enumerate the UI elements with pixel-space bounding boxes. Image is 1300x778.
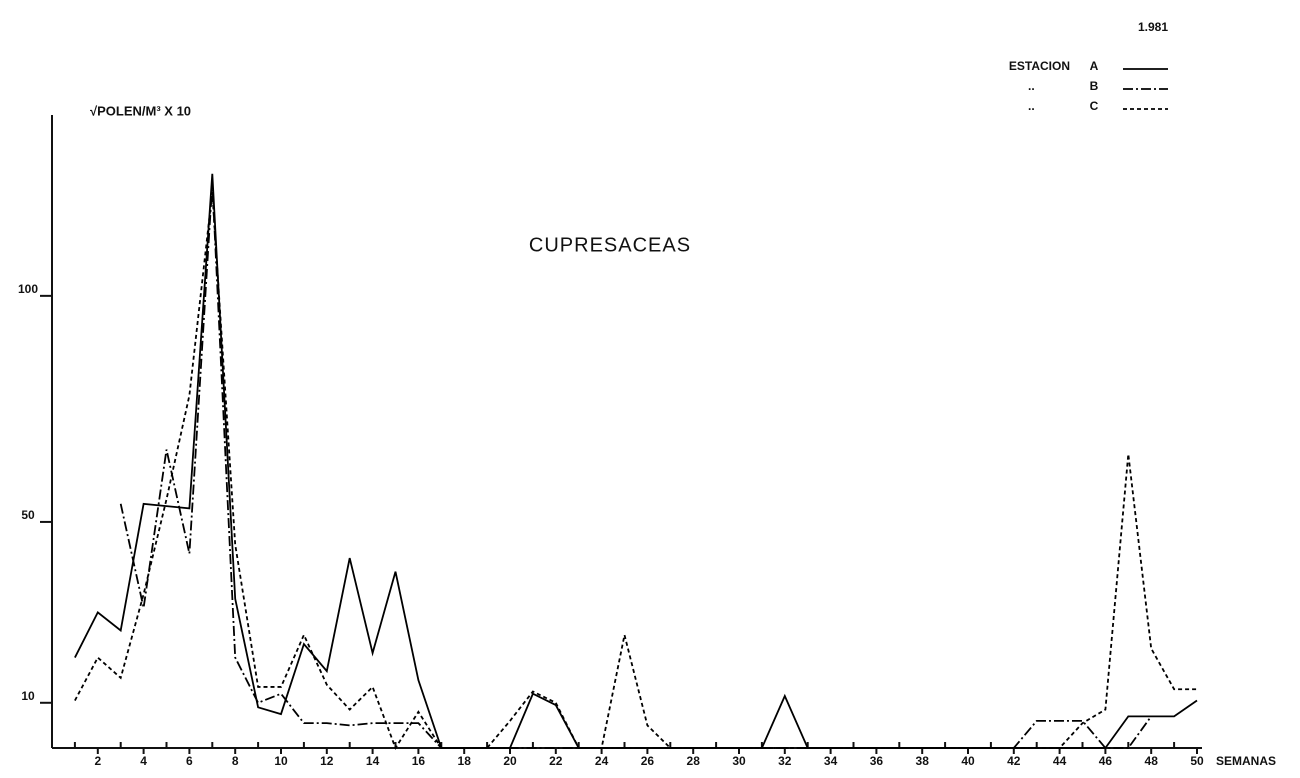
year: 1.981	[1138, 20, 1168, 34]
x-tick-label: 20	[503, 754, 517, 768]
x-tick-label: 8	[232, 754, 239, 768]
x-tick-label: 10	[274, 754, 288, 768]
legend-label: A	[1090, 59, 1099, 73]
x-tick-label: 44	[1053, 754, 1067, 768]
legend-label: C	[1090, 99, 1099, 113]
legend-ditto: ..	[1028, 99, 1035, 113]
chart-title: CUPRESACEAS	[529, 234, 691, 256]
x-tick-label: 2	[94, 754, 101, 768]
x-tick-label: 26	[641, 754, 655, 768]
x-tick-label: 38	[916, 754, 930, 768]
x-tick-label: 40	[961, 754, 975, 768]
y-tick-label: 100	[18, 282, 38, 296]
x-tick-label: 22	[549, 754, 563, 768]
x-axis-label: SEMANAS	[1216, 754, 1276, 768]
series-line	[74, 173, 1198, 749]
x-tick-label: 36	[870, 754, 884, 768]
series-line	[74, 191, 1197, 751]
x-tick-label: 24	[595, 754, 609, 768]
x-tick-label: 14	[366, 754, 380, 768]
y-axis-label: √POLEN/M³ X 10	[90, 103, 191, 118]
x-tick-label: 4	[140, 754, 147, 768]
x-tick-label: 42	[1007, 754, 1021, 768]
legend-title: ESTACION	[1009, 59, 1070, 73]
y-tick-label: 50	[21, 508, 35, 522]
x-tick-label: 16	[412, 754, 426, 768]
x-tick-label: 48	[1145, 754, 1159, 768]
legend-ditto: ..	[1028, 79, 1035, 93]
x-tick-label: 34	[824, 754, 838, 768]
x-tick-label: 6	[186, 754, 193, 768]
x-tick-label: 18	[458, 754, 472, 768]
series-line	[119, 182, 1152, 749]
x-tick-label: 32	[778, 754, 792, 768]
x-tick-label: 50	[1190, 754, 1204, 768]
x-tick-label: 28	[687, 754, 701, 768]
y-tick-label: 10	[21, 689, 35, 703]
x-tick-label: 12	[320, 754, 334, 768]
x-tick-label: 30	[732, 754, 746, 768]
x-tick-label: 46	[1099, 754, 1113, 768]
legend-label: B	[1090, 79, 1099, 93]
